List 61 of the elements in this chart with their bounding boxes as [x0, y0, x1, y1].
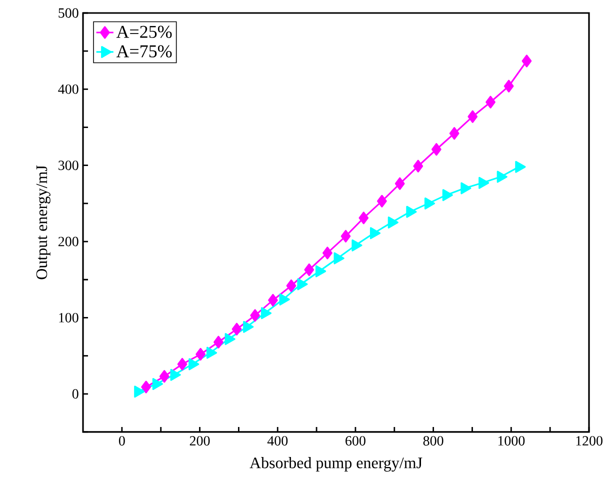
x-tick-label: 0 [118, 436, 125, 446]
x-tick-label: 1000 [498, 436, 525, 446]
point [432, 143, 442, 156]
x-tick-label: 200 [190, 436, 210, 446]
point [232, 322, 242, 336]
y-tick-label: 500 [58, 8, 78, 18]
y-tick-label: 300 [58, 160, 78, 170]
point [243, 320, 254, 333]
x-tick-label: 1200 [576, 436, 602, 446]
point [196, 348, 206, 361]
x-tick-label: 600 [346, 436, 366, 446]
point [279, 293, 290, 306]
point [250, 309, 260, 322]
point [224, 333, 236, 346]
point [170, 368, 181, 381]
point [286, 279, 296, 292]
legend-label: A=75% [116, 45, 172, 58]
point [340, 230, 351, 242]
point [297, 278, 308, 290]
point [304, 263, 314, 276]
point [394, 177, 405, 190]
point [177, 358, 188, 370]
point [504, 80, 514, 92]
point [515, 160, 526, 173]
point [152, 378, 163, 390]
point [358, 212, 369, 224]
x-tick-label: 400 [267, 436, 288, 446]
point [322, 246, 332, 260]
x-axis-title: Absorbed pump energy/mJ [250, 457, 422, 472]
point [334, 252, 344, 264]
point [424, 197, 436, 210]
y-tick-label: 100 [59, 312, 78, 322]
point [377, 194, 387, 208]
point [442, 189, 453, 202]
point [496, 170, 508, 183]
point [486, 96, 496, 108]
x-tick-label: 800 [423, 436, 444, 446]
point [352, 239, 362, 252]
point [268, 294, 278, 306]
point [522, 54, 532, 68]
point [141, 380, 151, 394]
point [188, 358, 200, 370]
point [413, 160, 424, 172]
y-tick-label: 200 [58, 236, 78, 246]
point [260, 307, 272, 320]
point [315, 265, 326, 278]
point [370, 227, 381, 240]
legend-label: A=25% [116, 26, 172, 38]
point [449, 127, 460, 140]
point [388, 216, 398, 228]
point [478, 176, 490, 189]
point [159, 370, 170, 383]
y-axis-title: Output energy/mJ [36, 165, 50, 280]
point [406, 206, 417, 218]
point [206, 346, 218, 359]
y-tick-label: 0 [72, 389, 78, 399]
point [214, 336, 224, 348]
point [460, 182, 472, 194]
point [468, 110, 478, 123]
point [134, 386, 145, 398]
y-tick-label: 400 [58, 84, 78, 94]
